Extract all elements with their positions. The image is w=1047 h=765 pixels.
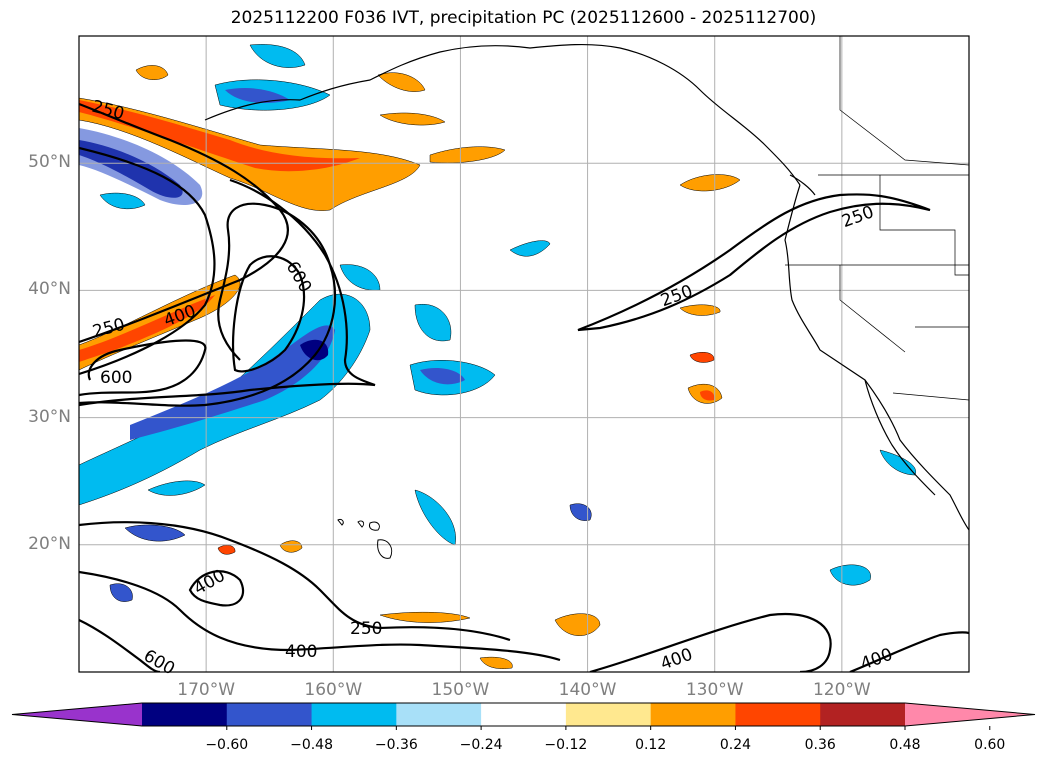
ivt-contour-400-loop — [188, 570, 245, 607]
border-canada-interior — [839, 36, 969, 166]
ivt-contour-250-east — [577, 193, 931, 332]
ivt-contour-outer-central — [79, 178, 376, 407]
coastline-vancouver — [789, 174, 816, 196]
lat-tick-label: 30°N — [28, 406, 71, 427]
lon-tick-label: 160°W — [304, 680, 363, 700]
colorbar-tick-label: 0.60 — [974, 737, 1006, 753]
island-oahu — [357, 520, 365, 528]
precip-patch-orange-10 — [379, 611, 471, 623]
colorbar-tick-label: −0.36 — [374, 737, 418, 753]
ivt-contour-400-south-2 — [79, 570, 561, 662]
colorbar-bin — [650, 703, 736, 726]
map-title: 2025112200 F036 IVT, precipitation PC (2… — [230, 8, 817, 28]
precip-patch-blue-10 — [147, 480, 206, 496]
lon-tick-label: 170°W — [177, 680, 236, 700]
map-plot: 250 250 250 250 400 400 400 400 400 600 … — [78, 35, 970, 679]
precip-patch-orange-2 — [135, 65, 169, 80]
lat-tick-label: 40°N — [28, 279, 71, 300]
colorbar-bin — [311, 703, 397, 726]
ivt-contour-250-west — [79, 102, 289, 344]
border-state-id — [879, 175, 969, 276]
lat-tick-label: 50°N — [28, 152, 71, 173]
border-us-mexico — [892, 392, 969, 401]
colorbar-bin — [565, 703, 652, 726]
precip-patch-blue-6 — [420, 368, 465, 385]
colorbar-bin — [820, 703, 906, 726]
border-state-nv-ca — [839, 265, 906, 353]
colorbar-tick-label: −0.60 — [205, 737, 249, 753]
contour-labels-extra: 250 — [350, 619, 382, 639]
colorbar-bin — [905, 703, 1035, 726]
ivt-contour-600-south — [79, 619, 161, 672]
colorbar-tick-label: −0.48 — [290, 737, 333, 753]
colorbar-bin — [142, 703, 228, 726]
precip-patch-blue-12 — [509, 240, 551, 257]
colorbar-bin — [396, 703, 482, 726]
contour-label: 400 — [285, 642, 317, 662]
ivt-contour-400-southeast — [589, 612, 832, 672]
colorbar-tick-label: 0.48 — [889, 737, 921, 753]
precip-patch-blue-3 — [249, 44, 306, 68]
precip-patch-blue-11 — [124, 524, 186, 542]
ivt-contour-400-south-1 — [79, 521, 511, 642]
colorbar-bin — [226, 703, 313, 726]
precip-patch-navy-central — [130, 325, 335, 440]
precip-patch-blue-15 — [829, 564, 871, 586]
lat-tick-label: 20°N — [28, 533, 71, 554]
colorbar-tick-label: 0.12 — [635, 737, 667, 753]
precip-patch-red-north — [79, 100, 360, 172]
island-maui — [369, 521, 380, 531]
precip-patch-orange-3 — [377, 72, 426, 92]
precip-patch-blue-4 — [99, 192, 146, 210]
lon-tick-label: 120°W — [812, 680, 871, 700]
political-boundaries — [785, 36, 969, 401]
colorbar-bin — [481, 703, 567, 726]
precip-patch-red-12 — [217, 544, 236, 555]
colorbar-outline — [11, 702, 1036, 727]
lon-tick-label: 140°W — [558, 680, 617, 700]
colorbar-tick-label: 0.36 — [804, 737, 836, 753]
ivt-contours — [79, 102, 969, 672]
ivt-contour-600-west — [79, 339, 207, 397]
precip-patch-orange-8 — [689, 352, 715, 363]
coastline-north-america — [784, 184, 969, 531]
map-frame — [78, 35, 970, 673]
lon-tick-label: 130°W — [685, 680, 744, 700]
coastline-baja — [864, 379, 936, 496]
precip-patch-blue-14 — [109, 583, 133, 602]
colorbar-tick-label: −0.24 — [459, 737, 503, 753]
precip-patch-red-7 — [700, 390, 715, 401]
precip-patch-orange-12 — [279, 540, 303, 553]
ivt-contour-400-ring — [79, 202, 337, 407]
precipitation-anomaly-layer — [79, 44, 916, 669]
island-kauai — [337, 519, 344, 526]
lon-tick-label: 150°W — [431, 680, 490, 700]
coastlines — [204, 43, 969, 531]
precip-patch-orange-9 — [679, 304, 721, 316]
precip-patch-orange-5 — [679, 174, 741, 192]
precip-patch-blue-13 — [569, 503, 592, 521]
precip-patch-red-west — [79, 295, 215, 362]
coastline-alaska — [204, 43, 801, 186]
map-gridlines — [79, 36, 969, 672]
precip-patch-orange-4 — [379, 112, 446, 126]
contour-label: 600 — [100, 368, 132, 388]
precip-patch-blue-2 — [225, 88, 290, 103]
colorbar-bin — [735, 703, 821, 726]
colorbar-tick-label: 0.24 — [719, 737, 752, 753]
island-hawaii — [377, 539, 393, 559]
precip-patch-orange-6 — [554, 613, 601, 636]
hawaii-islands — [337, 519, 393, 559]
precip-patch-blue-7 — [414, 303, 452, 342]
colorbar-bin — [12, 703, 142, 726]
ivt-contour-600-inner — [232, 255, 306, 373]
contour-label: 250 — [350, 619, 382, 639]
ivt-contour-400-far-east — [849, 631, 969, 672]
colorbar-tick-label: −0.12 — [544, 737, 588, 753]
precip-patch-orange-11 — [479, 656, 513, 669]
